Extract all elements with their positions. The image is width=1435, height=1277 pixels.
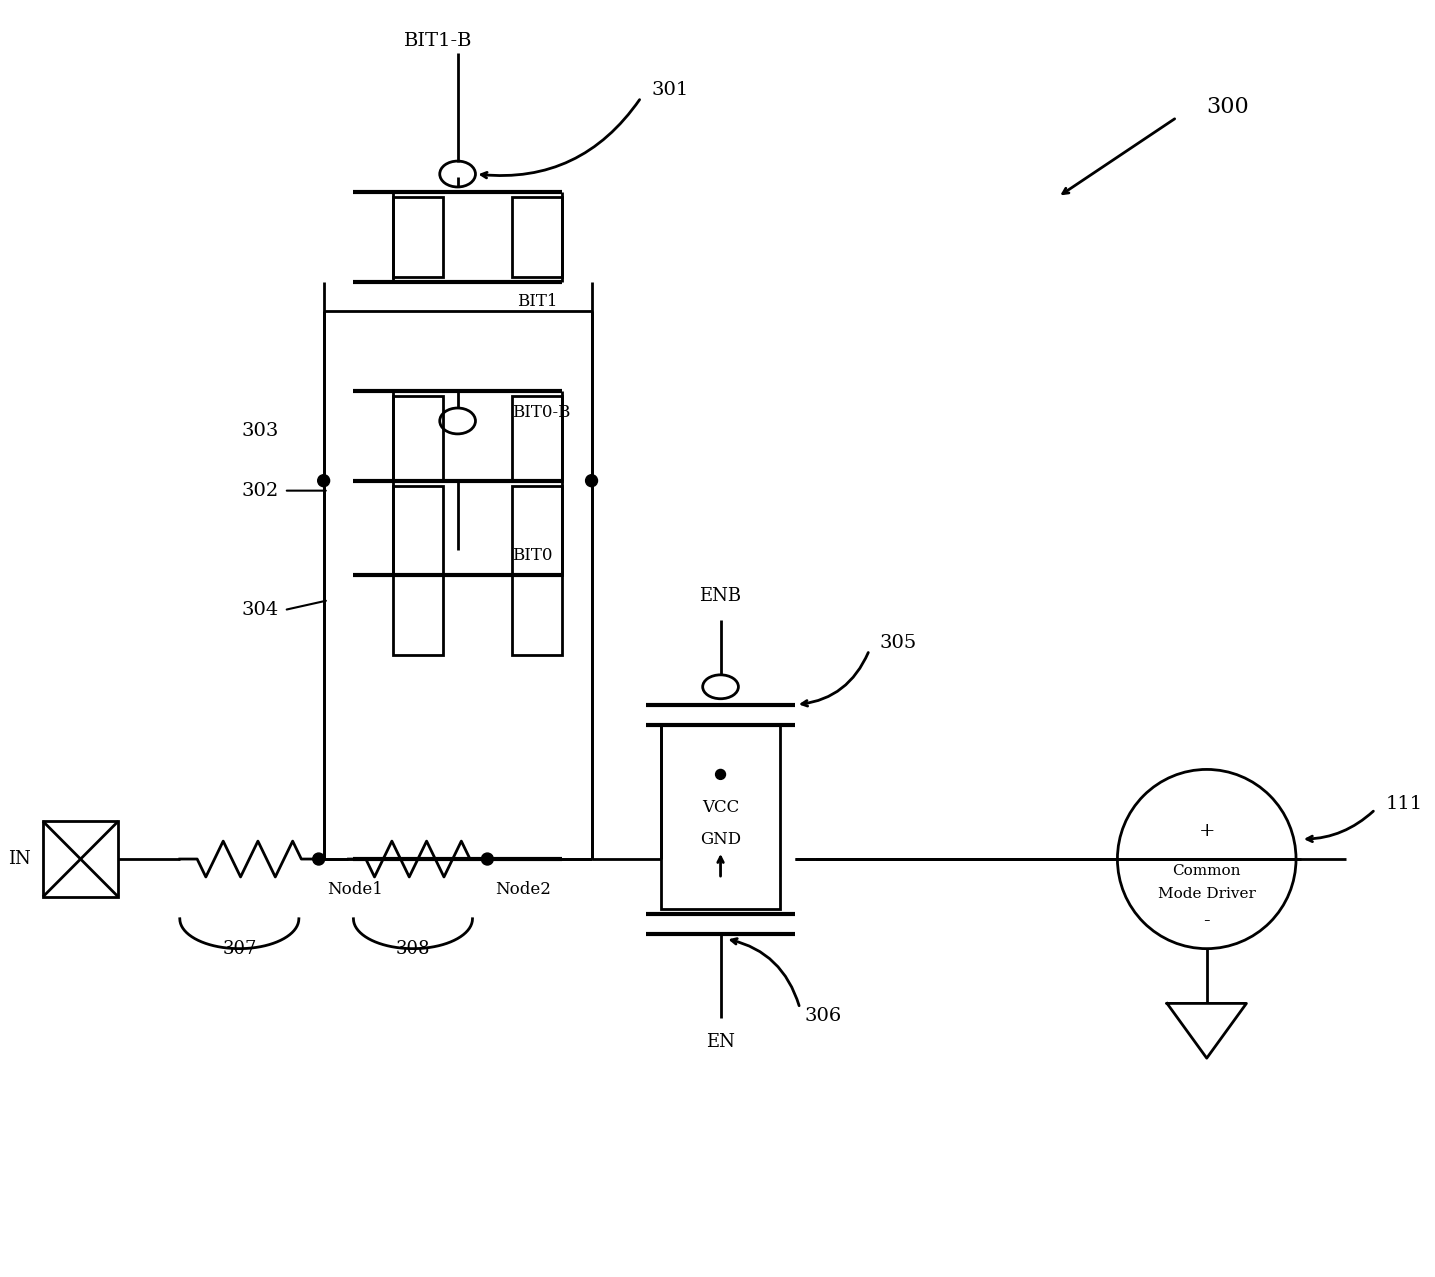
Text: 302: 302 bbox=[241, 481, 278, 499]
Bar bbox=[393, 575, 443, 655]
Text: -: - bbox=[1204, 912, 1210, 930]
Text: BIT0: BIT0 bbox=[512, 547, 552, 564]
Text: 301: 301 bbox=[651, 82, 689, 100]
Text: Node1: Node1 bbox=[327, 881, 383, 898]
Text: IN: IN bbox=[9, 850, 32, 868]
Text: Node2: Node2 bbox=[495, 881, 551, 898]
Bar bbox=[512, 575, 561, 655]
Text: 300: 300 bbox=[1207, 96, 1250, 119]
Text: BIT1-B: BIT1-B bbox=[403, 32, 472, 50]
Text: 304: 304 bbox=[241, 601, 278, 619]
Text: VCC: VCC bbox=[702, 799, 739, 816]
Text: ENB: ENB bbox=[699, 587, 742, 605]
Bar bbox=[512, 485, 561, 575]
Text: +: + bbox=[1198, 822, 1215, 840]
Circle shape bbox=[1118, 770, 1296, 949]
Bar bbox=[512, 197, 561, 277]
Circle shape bbox=[313, 853, 324, 865]
Bar bbox=[512, 396, 561, 480]
Text: 305: 305 bbox=[880, 633, 917, 653]
Text: 306: 306 bbox=[805, 1008, 842, 1025]
Ellipse shape bbox=[439, 161, 475, 186]
Ellipse shape bbox=[439, 409, 475, 434]
Text: 303: 303 bbox=[241, 421, 278, 439]
Bar bbox=[393, 396, 443, 480]
Circle shape bbox=[317, 475, 330, 487]
Circle shape bbox=[585, 475, 597, 487]
Text: 307: 307 bbox=[222, 940, 257, 958]
Bar bbox=[393, 485, 443, 575]
Text: BIT0-B: BIT0-B bbox=[512, 405, 571, 421]
Bar bbox=[662, 724, 781, 909]
Text: 111: 111 bbox=[1385, 796, 1422, 813]
Text: 308: 308 bbox=[396, 940, 430, 958]
Text: EN: EN bbox=[706, 1033, 735, 1051]
Text: Common: Common bbox=[1172, 865, 1241, 879]
Circle shape bbox=[481, 853, 494, 865]
Circle shape bbox=[716, 770, 726, 779]
Bar bbox=[393, 197, 443, 277]
Ellipse shape bbox=[703, 674, 739, 699]
Text: BIT1: BIT1 bbox=[517, 292, 558, 310]
Bar bbox=[43, 821, 118, 896]
Text: GND: GND bbox=[700, 830, 740, 848]
Text: Mode Driver: Mode Driver bbox=[1158, 888, 1256, 900]
